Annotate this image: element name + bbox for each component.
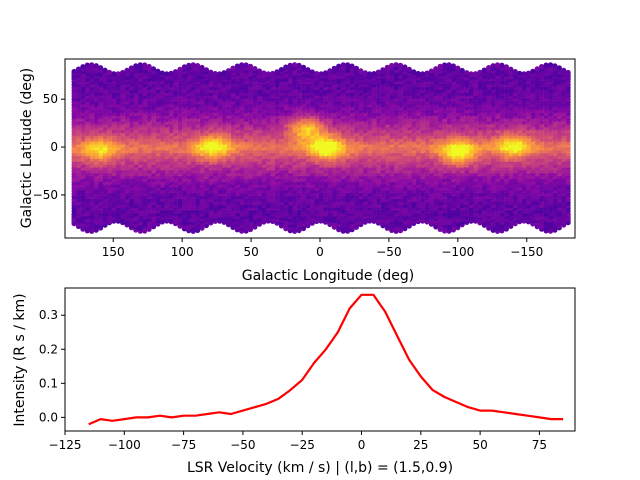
sky-map-panel: 150 100 50 0 −50 −100 −150 500−50 Galactic Lon… <box>19 58 576 284</box>
sky-map-points <box>71 62 571 234</box>
